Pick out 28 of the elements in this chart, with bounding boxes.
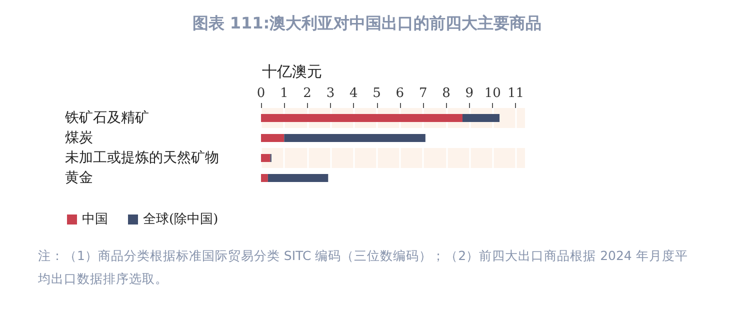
x-tick-label: 3 <box>326 86 335 101</box>
legend-label: 全球(除中国) <box>143 212 218 227</box>
bar <box>268 174 328 182</box>
x-axis-title: 十亿澳元 <box>262 62 322 80</box>
legend-label: 中国 <box>82 212 108 227</box>
x-tick-label: 11 <box>507 86 524 101</box>
x-tick-label: 4 <box>349 86 358 101</box>
y-tick-label: 未加工或提炼的天然矿物 <box>65 150 219 166</box>
x-tick-label: 5 <box>372 86 381 101</box>
bar <box>261 174 268 182</box>
chart-title: 图表 111:澳大利亚对中国出口的前四大主要商品 <box>192 14 542 32</box>
bar <box>261 114 462 122</box>
x-tick-label: 6 <box>396 86 404 101</box>
bar <box>284 134 426 142</box>
bar <box>261 154 270 162</box>
y-tick-label: 铁矿石及精矿 <box>64 110 149 126</box>
x-tick-label: 10 <box>484 86 501 101</box>
x-tick-label: 2 <box>303 86 312 101</box>
text: 注：（1）商品分类根据标准国际贸易分类 SITC 编码（三位数编码）；（2）前四大出口商品根据 2024 年月度平均出口数据排序选取。 <box>37 248 688 286</box>
y-tick-label: 黄金 <box>65 170 93 186</box>
x-tick-label: 8 <box>442 86 450 101</box>
y-tick-label: 煤炭 <box>65 130 93 146</box>
x-tick-label: 0 <box>256 86 266 101</box>
x-tick-label: 9 <box>465 86 474 101</box>
x-tick-label: 7 <box>418 86 428 101</box>
x-tick-label: 1 <box>280 86 288 101</box>
bar <box>462 114 500 122</box>
bar <box>261 134 284 142</box>
